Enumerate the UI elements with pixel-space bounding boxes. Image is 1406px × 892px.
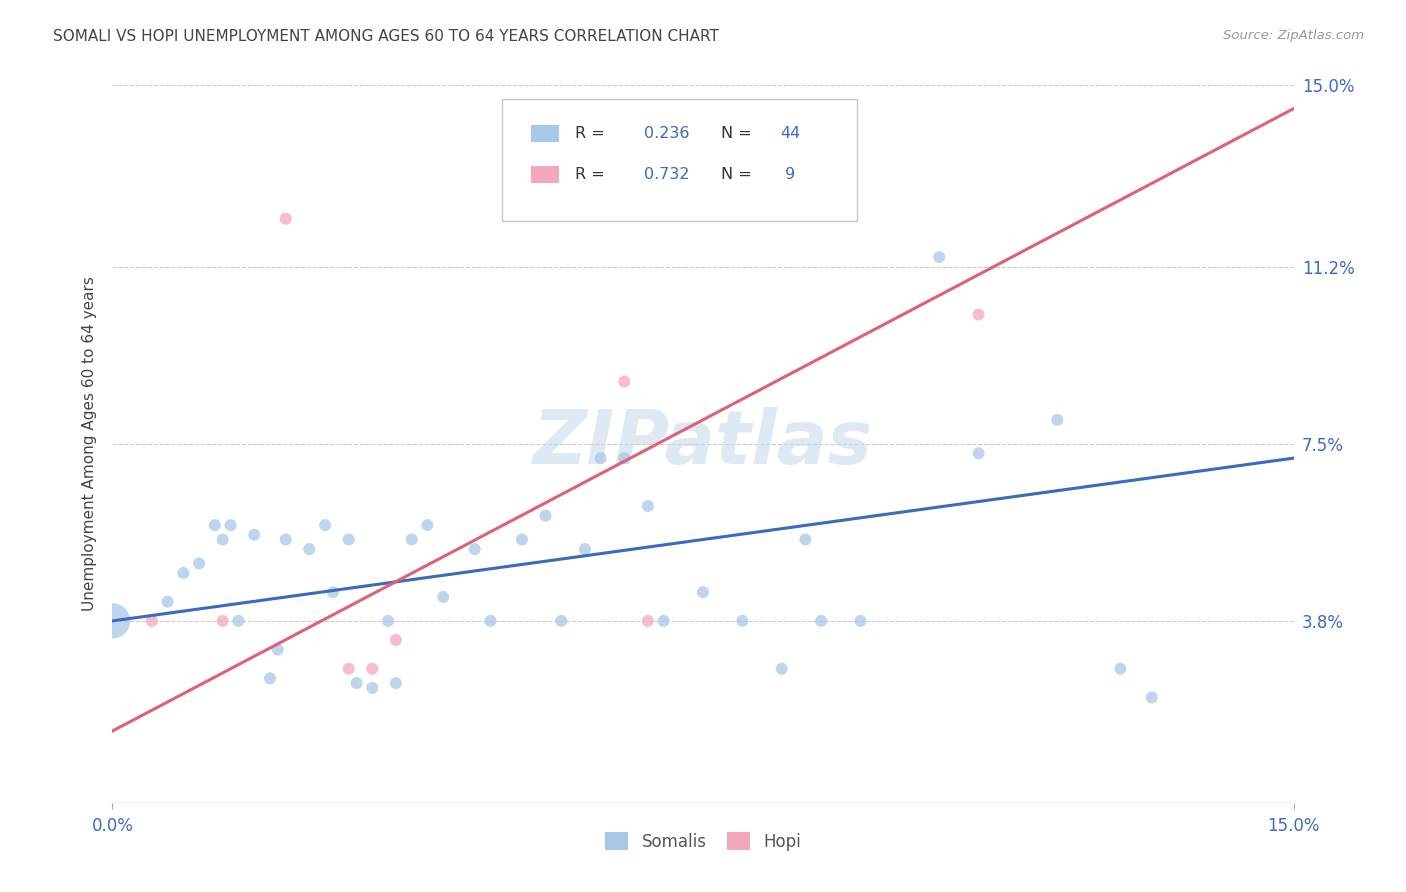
Point [211,614,233,628]
Point [298,542,321,557]
Text: 0.236: 0.236 [644,126,689,141]
Point [274,533,297,547]
Point [652,614,675,628]
Text: N =: N = [721,126,756,141]
Point [637,614,659,628]
Point [550,614,572,628]
Point [794,533,817,547]
Point [692,585,714,599]
Point [337,662,360,676]
Point [243,527,266,541]
Point [1109,662,1132,676]
Text: Source: ZipAtlas.com: Source: ZipAtlas.com [1223,29,1364,42]
Point [510,533,533,547]
Point [637,499,659,513]
Point [770,662,793,676]
Point [613,451,636,466]
FancyBboxPatch shape [530,166,560,183]
Point [361,681,384,695]
Point [267,642,290,657]
Point [172,566,194,580]
Point [416,518,439,533]
Point [479,614,502,628]
Point [731,614,754,628]
Point [228,614,250,628]
Point [274,211,297,226]
Point [337,533,360,547]
Text: 0.732: 0.732 [644,167,689,182]
Point [810,614,832,628]
Point [322,585,344,599]
Text: ZIPatlas: ZIPatlas [533,408,873,480]
Point [314,518,336,533]
Point [613,375,636,389]
Point [385,633,408,648]
Text: R =: R = [575,167,610,182]
FancyBboxPatch shape [502,99,856,221]
Point [967,446,990,460]
Text: 9: 9 [780,167,794,182]
Point [204,518,226,533]
Point [1046,413,1069,427]
Point [928,250,950,264]
Legend: Somalis, Hopi: Somalis, Hopi [596,823,810,859]
Point [574,542,596,557]
Text: SOMALI VS HOPI UNEMPLOYMENT AMONG AGES 60 TO 64 YEARS CORRELATION CHART: SOMALI VS HOPI UNEMPLOYMENT AMONG AGES 6… [53,29,720,44]
Point [259,671,281,685]
Point [101,614,124,628]
Point [141,614,163,628]
Point [346,676,368,690]
Text: R =: R = [575,126,610,141]
Point [385,676,408,690]
Point [361,662,384,676]
Point [534,508,557,523]
Y-axis label: Unemployment Among Ages 60 to 64 years: Unemployment Among Ages 60 to 64 years [82,277,97,611]
Text: 44: 44 [780,126,800,141]
Point [156,595,179,609]
Point [188,557,211,571]
Point [464,542,486,557]
Point [377,614,399,628]
Point [211,533,233,547]
FancyBboxPatch shape [530,125,560,142]
Point [432,590,454,604]
Point [401,533,423,547]
Point [589,451,612,466]
Point [1140,690,1163,705]
Text: N =: N = [721,167,756,182]
Point [967,308,990,322]
Point [219,518,242,533]
Point [849,614,872,628]
